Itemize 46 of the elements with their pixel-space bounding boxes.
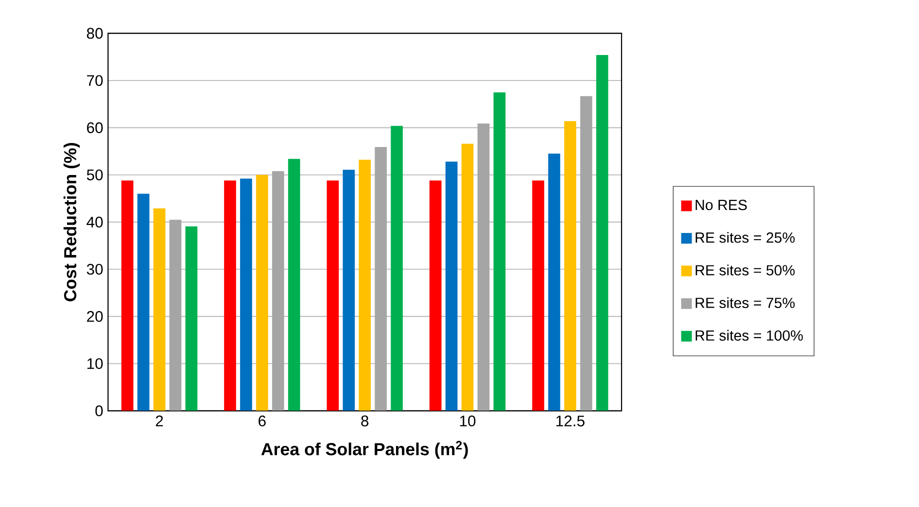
bar — [548, 154, 560, 411]
bar — [121, 180, 134, 411]
legend-label: RE sites = 100% — [696, 330, 803, 341]
y-tick-label: 80 — [86, 28, 103, 39]
bar — [240, 178, 252, 411]
x-tick-label: 6 — [258, 416, 266, 426]
bar — [445, 162, 458, 411]
bar — [580, 96, 592, 411]
bar — [494, 92, 506, 411]
bar — [326, 180, 339, 411]
legend-label: No RES — [696, 200, 747, 210]
y-tick-label: 0 — [95, 405, 103, 416]
legend-label: RE sites = 50% — [696, 264, 795, 276]
bar — [137, 194, 150, 411]
bar — [564, 121, 576, 411]
bar — [358, 160, 371, 411]
y-tick-label: 40 — [86, 216, 103, 228]
y-tick-label: 10 — [87, 358, 103, 370]
bar — [224, 180, 236, 411]
x-axis-title: Area of Solar Panels (m$^{2}$) — [261, 440, 468, 459]
x-tick-label: 10 — [460, 416, 476, 426]
y-tick-label: 20 — [87, 311, 103, 322]
bar — [462, 144, 474, 411]
bar — [185, 226, 198, 411]
bar — [256, 174, 268, 411]
bar — [478, 124, 490, 411]
legend-label: RE sites = 75% — [696, 297, 795, 308]
x-tick-label: 12.5 — [556, 416, 584, 426]
bar — [342, 170, 355, 411]
y-tick-label: 30 — [86, 264, 103, 275]
y-tick-label: 50 — [86, 170, 103, 180]
bar — [169, 220, 182, 411]
bar — [390, 126, 403, 411]
x-tick-label: 8 — [361, 416, 368, 426]
bar — [288, 158, 300, 411]
y-tick-label: 60 — [87, 122, 103, 134]
legend-label: RE sites = 25% — [696, 232, 795, 243]
y-tick-label: 70 — [87, 75, 103, 86]
bar — [272, 171, 284, 411]
bar — [596, 55, 608, 411]
y-axis-title: Cost Reduction (%) — [64, 143, 80, 302]
bar — [374, 147, 387, 411]
bar — [532, 180, 544, 411]
bar — [153, 208, 166, 411]
bar — [429, 180, 442, 411]
x-tick-label: 2 — [156, 416, 163, 426]
